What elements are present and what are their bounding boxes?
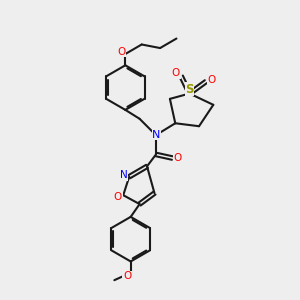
Text: O: O xyxy=(207,75,215,85)
Text: N: N xyxy=(152,130,161,140)
Text: O: O xyxy=(173,153,182,163)
Text: O: O xyxy=(172,68,180,78)
Text: O: O xyxy=(114,192,122,202)
Text: N: N xyxy=(120,170,128,180)
Text: S: S xyxy=(185,82,194,96)
Text: O: O xyxy=(118,46,126,57)
Text: O: O xyxy=(123,271,131,281)
